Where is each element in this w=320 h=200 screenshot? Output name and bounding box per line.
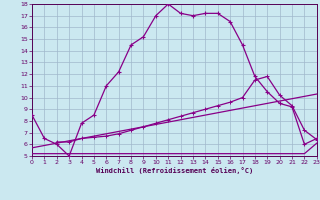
X-axis label: Windchill (Refroidissement éolien,°C): Windchill (Refroidissement éolien,°C) [96,167,253,174]
